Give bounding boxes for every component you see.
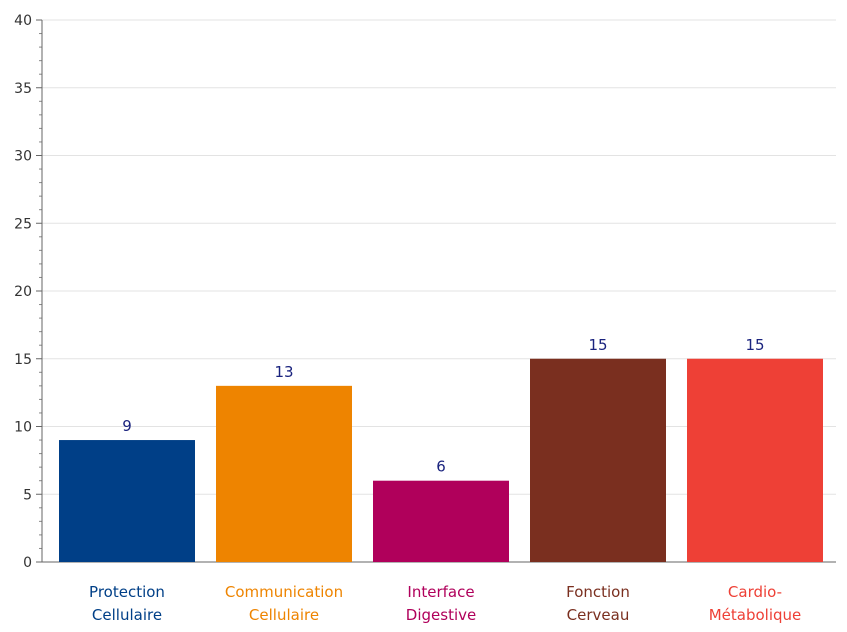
x-tick-label: Cerveau	[567, 606, 630, 624]
x-tick-label: Cellulaire	[249, 606, 319, 624]
y-tick-label: 30	[14, 149, 32, 165]
x-tick-label: Communication	[225, 583, 343, 601]
y-tick-label: 40	[14, 13, 32, 29]
bar	[687, 358, 823, 562]
x-tick-label: Interface	[407, 583, 474, 601]
y-tick-label: 0	[23, 555, 32, 571]
y-tick-label: 20	[14, 284, 32, 300]
x-tick-label: Cardio-	[728, 583, 782, 601]
gridlines	[42, 19, 836, 495]
y-tick-label: 15	[14, 352, 32, 368]
x-tick-label: Fonction	[566, 583, 630, 601]
y-tick-label: 10	[14, 420, 32, 436]
data-label: 13	[274, 363, 293, 381]
y-tick-label: 25	[14, 216, 32, 232]
bars: 9 13 6 15 15	[59, 336, 823, 562]
x-tick-label: Digestive	[406, 606, 476, 624]
data-label: 6	[436, 458, 446, 476]
x-tick-label: Protection	[89, 583, 165, 601]
x-axis-labels: Protection Cellulaire Communication Cellula…	[89, 583, 801, 624]
bar	[530, 358, 666, 562]
x-tick-label: Cellulaire	[92, 606, 162, 624]
data-label: 15	[588, 336, 607, 354]
data-label: 15	[745, 336, 764, 354]
x-tick-label: Métabolique	[709, 606, 802, 624]
y-tick-label: 35	[14, 81, 32, 97]
bar	[59, 440, 195, 562]
bar	[373, 480, 509, 562]
y-tick-label: 5	[23, 487, 32, 503]
data-label: 9	[122, 417, 132, 435]
bar	[216, 385, 352, 562]
